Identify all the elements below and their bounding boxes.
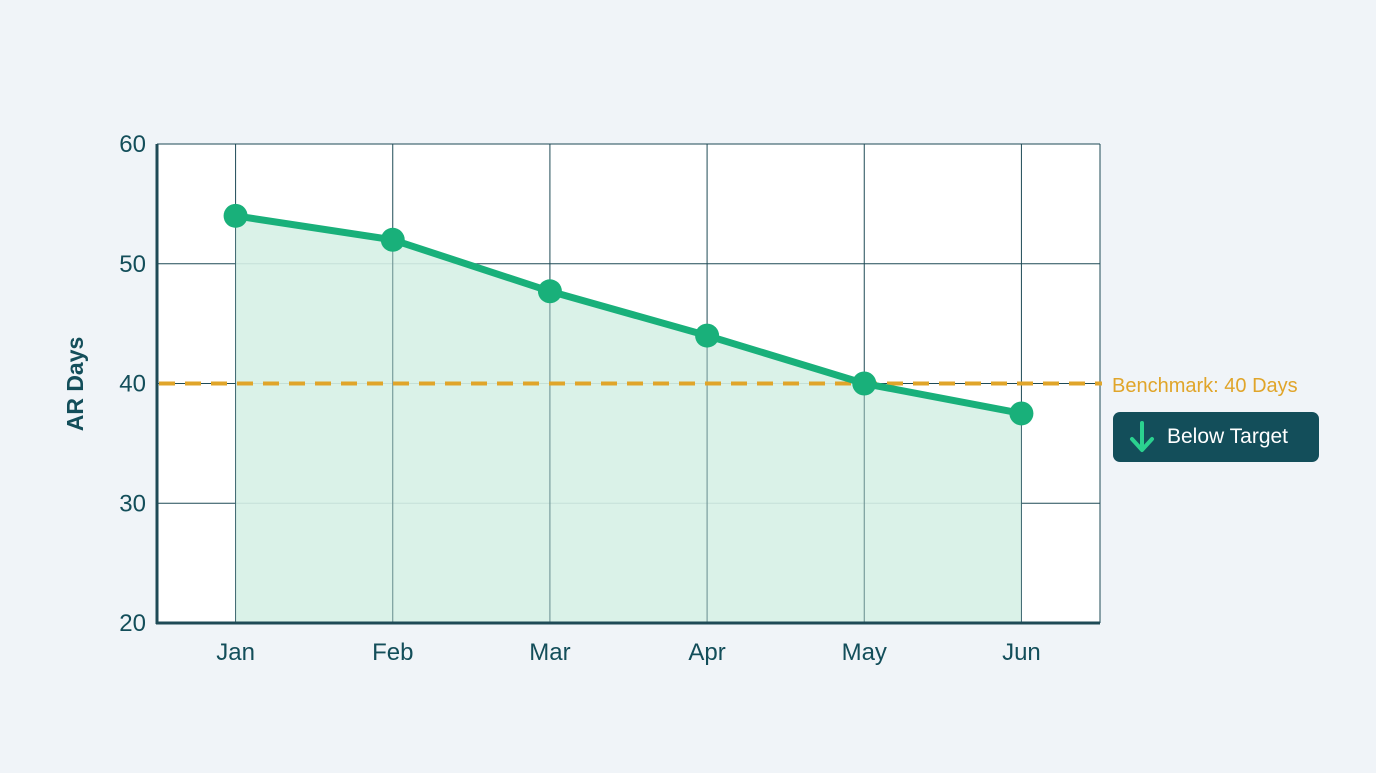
data-point-jan (223, 203, 248, 228)
y-tick-label-60: 60 (119, 131, 146, 158)
axes (155, 144, 1100, 625)
y-tick-label-50: 50 (119, 251, 146, 278)
badge-label: Below Target (1167, 425, 1289, 448)
y-tick-label-30: 30 (119, 490, 146, 517)
x-tick-label-feb: Feb (372, 639, 413, 666)
y-tick-label-40: 40 (119, 371, 146, 398)
x-tick-label-jun: Jun (1002, 639, 1041, 666)
data-points (223, 203, 1034, 426)
below-target-badge: Below Target (1113, 412, 1319, 462)
tick-labels: 20 30 40 50 60 Jan Feb Mar Apr May Jun (119, 131, 1040, 666)
data-point-may (852, 371, 877, 396)
benchmark-label: Benchmark: 40 Days (1112, 375, 1298, 397)
data-point-jun (1009, 401, 1034, 426)
y-axis-label: AR Days (62, 337, 88, 432)
data-point-apr (695, 323, 720, 348)
x-tick-label-apr: Apr (688, 639, 725, 666)
arrow-down-icon (1130, 421, 1154, 452)
data-point-feb (380, 227, 405, 252)
x-tick-label-may: May (842, 639, 887, 666)
series-line-layer (232, 212, 1025, 417)
y-tick-label-20: 20 (119, 610, 146, 637)
area-fill-layer (235, 215, 1022, 623)
area-fill (235, 215, 1022, 623)
x-tick-label-mar: Mar (529, 639, 570, 666)
x-tick-label-jan: Jan (216, 639, 255, 666)
series-line (232, 212, 1025, 417)
data-point-mar (537, 279, 562, 304)
